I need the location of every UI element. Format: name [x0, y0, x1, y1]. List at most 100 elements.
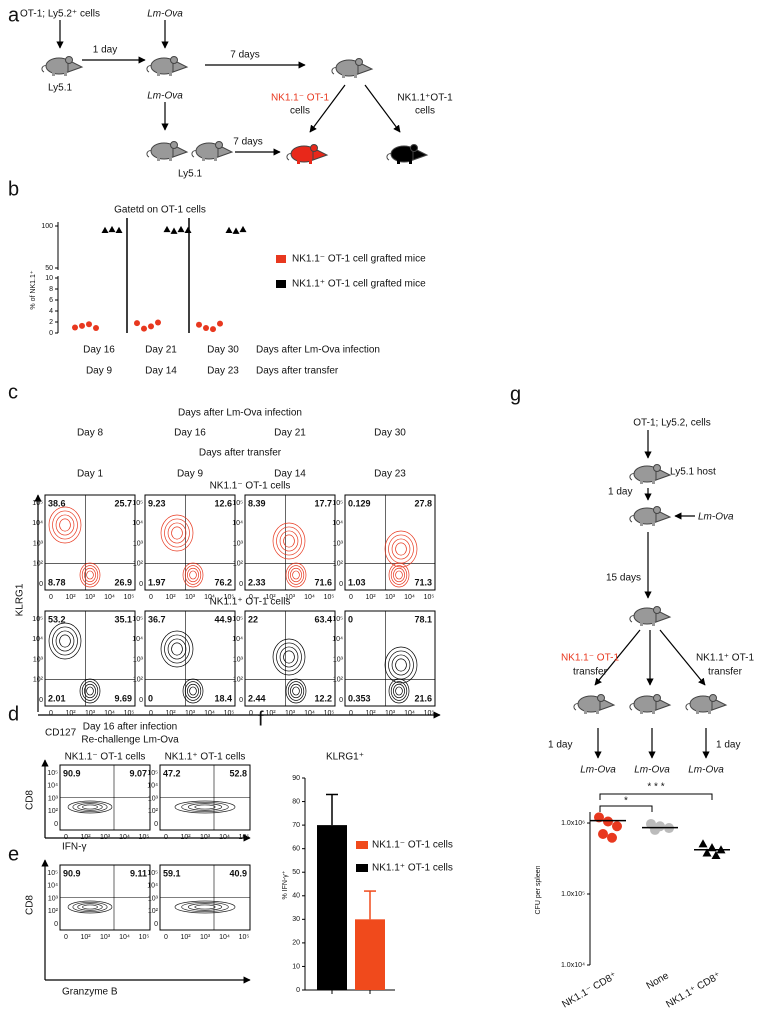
contour: [395, 542, 407, 556]
label: Ly5.1: [48, 83, 73, 94]
flow-tick: 0: [339, 581, 343, 588]
flow-tick: 10³: [385, 710, 396, 717]
dot: [170, 227, 178, 234]
quadrant-value: 18.4: [214, 693, 232, 703]
axis-label: CD127: [45, 728, 77, 739]
x-tick-label: NK1.1⁻ CD8⁺: [560, 970, 618, 1010]
dot: [93, 325, 99, 332]
flow-tick: 10³: [48, 895, 59, 902]
label: 1 day: [716, 740, 740, 751]
contour: [82, 904, 98, 910]
quadrant-value: 2.01: [48, 693, 66, 703]
dot: [612, 821, 622, 832]
flow-tick: 10²: [148, 908, 159, 915]
quadrant-value: 90.9: [63, 868, 81, 878]
flow-tick: 10⁵: [139, 934, 150, 941]
contour: [391, 538, 411, 560]
contour: [52, 626, 78, 656]
contour: [59, 634, 71, 648]
flow-plot: [44, 494, 136, 591]
contour: [86, 570, 94, 580]
label: Lm-Ova: [634, 765, 670, 776]
day-label: Day 30: [374, 428, 406, 439]
legend-label: NK1.1⁺ OT-1 cell grafted mice: [292, 279, 426, 290]
quadrant-value: 9.07: [129, 768, 147, 778]
dot: [115, 226, 123, 233]
panel-label: g: [510, 383, 521, 405]
contour: [287, 681, 305, 701]
flow-tick: 10²: [365, 710, 376, 717]
y-tick-label: 4: [49, 308, 53, 315]
flow-tick: 10⁴: [219, 834, 230, 841]
flow-tick: 10³: [133, 540, 144, 547]
flow-tick: 10²: [265, 710, 276, 717]
flow-tick: 10²: [233, 677, 244, 684]
quadrant-value: 0.353: [348, 693, 371, 703]
panel-label: c: [8, 381, 18, 403]
flow-tick: 10⁵: [124, 710, 135, 717]
bracket: [599, 805, 653, 812]
flow-tick: 10⁵: [124, 594, 135, 601]
flow-tick: 0: [249, 710, 253, 717]
flow-tick: 10⁴: [119, 934, 130, 941]
label: Lm-Ova: [147, 9, 183, 20]
dot: [711, 850, 721, 859]
flow-tick: 10⁴: [132, 520, 143, 527]
contour: [84, 567, 96, 583]
flow-tick: 0: [149, 710, 153, 717]
quadrant-value: 27.8: [414, 498, 432, 508]
flow-tick: 10⁴: [104, 710, 115, 717]
dot: [203, 325, 209, 332]
row-label: NK1.1⁺ OT-1 cells: [210, 597, 291, 608]
flow-tick: 10⁴: [332, 636, 343, 643]
legend-label: NK1.1⁻ OT-1 cells: [372, 840, 453, 851]
panel-label: a: [8, 4, 20, 26]
contour: [174, 900, 236, 914]
flow-tick: 10²: [180, 934, 191, 941]
flow-tick: 10³: [285, 594, 296, 601]
dot: [603, 816, 613, 827]
contour: [82, 804, 98, 810]
flow-tick: 10⁵: [32, 500, 43, 507]
flow-tick: 0: [349, 594, 353, 601]
dot: [239, 225, 247, 233]
flow-tick: 0: [49, 710, 53, 717]
flow-tick: 10⁴: [47, 783, 58, 790]
flow-tick: 10²: [165, 710, 176, 717]
flow-tick: 10²: [48, 808, 59, 815]
mouse: [573, 694, 615, 715]
flow-tick: 10²: [33, 561, 44, 568]
label: transfer: [708, 667, 743, 678]
mouse: [191, 141, 233, 162]
label: cells: [290, 106, 310, 117]
flow-tick: 0: [64, 834, 68, 841]
flow-tick: 10⁵: [324, 710, 335, 717]
y-tick-label: 40: [292, 893, 300, 900]
quadrant-value: 9.11: [130, 868, 147, 878]
flow-tick: 0: [249, 594, 253, 601]
flow-tick: 0: [154, 821, 158, 828]
flow-tick: 10⁵: [147, 870, 158, 877]
flow-tick: 0: [54, 921, 58, 928]
mouse: [685, 694, 727, 715]
flow-tick: 10⁴: [47, 883, 58, 890]
y-tick-label: 1.0x10⁶: [561, 820, 585, 827]
x-tick-label: Day 23: [207, 366, 239, 377]
flow-tick: 0: [139, 697, 143, 704]
contour: [55, 514, 75, 536]
flow-tick: 10³: [148, 795, 159, 802]
quadrant-value: 52.8: [229, 768, 247, 778]
flow-tick: 0: [239, 697, 243, 704]
day-label: Day 21: [274, 428, 306, 439]
axis-label: Granzyme B: [62, 987, 118, 998]
mouse: [146, 56, 188, 77]
quadrant-value: 17.7: [314, 498, 332, 508]
contour: [167, 522, 187, 544]
flow-tick: 0: [64, 934, 68, 941]
contour: [285, 678, 307, 704]
flow-tick: 10⁵: [32, 616, 43, 623]
flow-tick: 10⁴: [147, 783, 158, 790]
quadrant-value: 36.7: [148, 614, 166, 624]
chart-title: KLRG1⁺: [326, 752, 364, 763]
contour: [67, 900, 113, 914]
